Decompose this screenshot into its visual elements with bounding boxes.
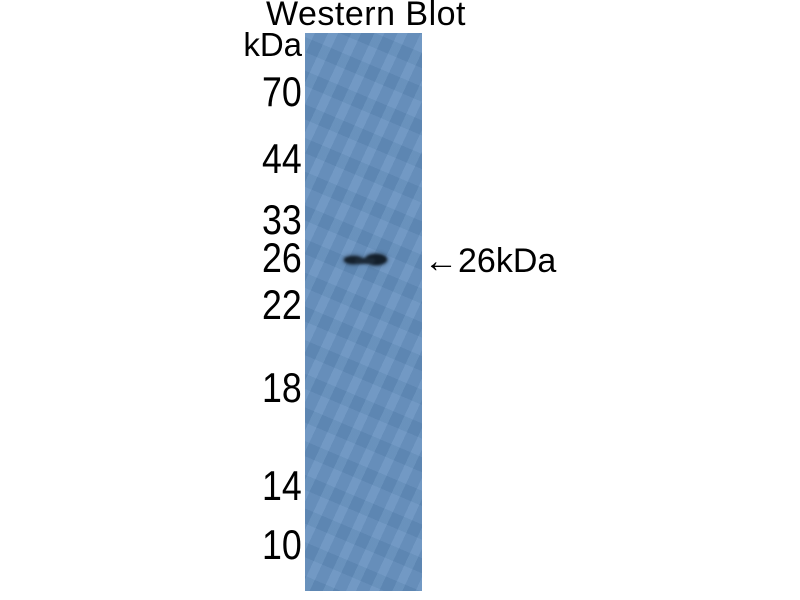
marker-label-26: 26 <box>262 234 302 281</box>
marker-label-70: 70 <box>262 68 302 115</box>
marker-label-14: 14 <box>262 462 302 509</box>
band-blob-left <box>344 256 363 264</box>
kda-unit-label: kDa <box>243 26 302 63</box>
blot-lane <box>305 33 422 591</box>
band-connector <box>355 258 375 264</box>
protein-band <box>342 251 390 268</box>
marker-label-22: 22 <box>262 281 302 328</box>
figure-title: Western Blot <box>266 0 467 33</box>
marker-label-18: 18 <box>262 364 302 411</box>
marker-label-44: 44 <box>262 135 302 182</box>
marker-label-10: 10 <box>262 521 302 568</box>
marker-label-33: 33 <box>262 196 302 243</box>
band-annotation-arrow-label: ←26kDa <box>424 242 557 280</box>
band-blob-right <box>365 254 387 265</box>
